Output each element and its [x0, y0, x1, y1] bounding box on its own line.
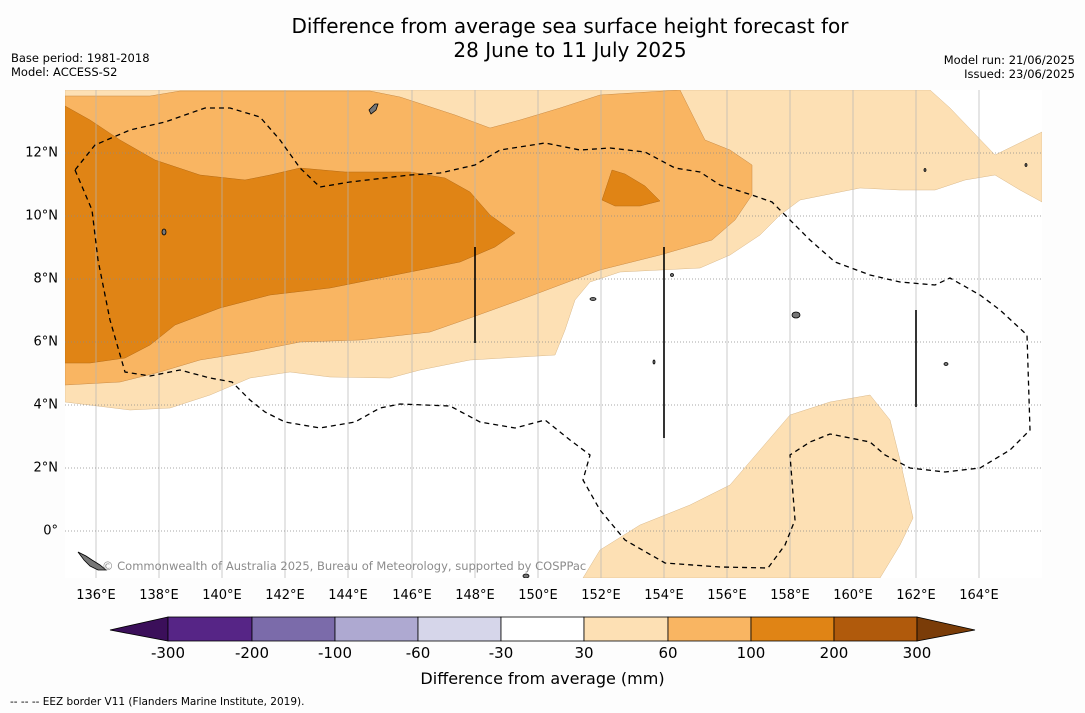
lon-label: 148°E	[455, 588, 495, 603]
lon-label: 146°E	[392, 588, 432, 603]
colorbar	[109, 616, 976, 642]
copyright-credit: © Commonwealth of Australia 2025, Bureau…	[102, 559, 587, 573]
lat-label: 8°N	[33, 271, 59, 287]
colorbar-bin-2	[251, 616, 336, 642]
title-line-2: 28 June to 11 July 2025	[453, 38, 687, 62]
lon-label: 156°E	[707, 588, 747, 603]
lon-label: 152°E	[581, 588, 621, 603]
meta-right: Model run: 21/06/2025 Issued: 23/06/2025	[944, 53, 1075, 81]
anomaly-100-200	[65, 105, 516, 364]
anomaly-30-60-south	[582, 394, 914, 578]
lon-label: 158°E	[770, 588, 810, 603]
eez-border	[74, 107, 1031, 569]
colorbar-bin-5	[500, 616, 585, 642]
lon-label: 162°E	[896, 588, 936, 603]
meta-left: Base period: 1981-2018 Model: ACCESS-S2	[11, 51, 150, 79]
lon-label: 144°E	[328, 588, 368, 603]
lon-label: 140°E	[202, 588, 242, 603]
lat-label: 12°N	[25, 145, 58, 161]
colorbar-tick: -300	[150, 644, 186, 662]
islands	[77, 103, 1028, 578]
title-line-1: Difference from average sea surface heig…	[291, 14, 849, 38]
anomaly-100-200-island	[601, 169, 661, 207]
colorbar-bin-6	[583, 616, 669, 642]
colorbar-tick: -30	[488, 644, 514, 662]
colorbar-bin-7	[667, 616, 752, 642]
lat-label: 6°N	[33, 334, 59, 350]
colorbar-tick: -100	[317, 644, 353, 662]
colorbar-tick: 100	[736, 644, 766, 662]
colorbar-extend-right	[916, 616, 976, 642]
colorbar-tick: -200	[234, 644, 270, 662]
colorbar-bin-8	[750, 616, 835, 642]
lat-label: 2°N	[33, 460, 59, 476]
colorbar-bin-4	[417, 616, 502, 642]
colorbar-tick: 60	[658, 644, 678, 662]
boundary-lines	[474, 247, 917, 438]
base-period: Base period: 1981-2018	[11, 51, 150, 65]
model-name: Model: ACCESS-S2	[11, 65, 118, 79]
colorbar-bin-9	[833, 616, 918, 642]
issued-date: Issued: 23/06/2025	[964, 67, 1075, 81]
colorbar-extend-left	[109, 616, 169, 642]
map-title: Difference from average sea surface heig…	[0, 14, 1085, 62]
colorbar-tick: 300	[902, 644, 932, 662]
colorbar-bin-1	[167, 616, 253, 642]
colorbar-bin-3	[334, 616, 419, 642]
lon-label: 154°E	[644, 588, 684, 603]
lon-label: 160°E	[833, 588, 873, 603]
lon-label: 142°E	[265, 588, 305, 603]
lon-label: 138°E	[139, 588, 179, 603]
lat-label: 0°	[43, 523, 58, 539]
model-run: Model run: 21/06/2025	[943, 53, 1075, 67]
colorbar-tick: 200	[819, 644, 849, 662]
lon-label: 150°E	[518, 588, 558, 603]
lat-label: 10°N	[25, 208, 58, 224]
colorbar-tick: -60	[405, 644, 431, 662]
map-field	[65, 90, 1042, 578]
colorbar-label: Difference from average (mm)	[420, 669, 665, 688]
eez-legend-footer: -- -- -- EEZ border V11 (Flanders Marine…	[10, 696, 305, 708]
colorbar-tick: 30	[574, 644, 594, 662]
graticule-latitude	[65, 152, 1042, 532]
lat-label: 4°N	[33, 397, 59, 413]
lon-label: 136°E	[76, 588, 116, 603]
lon-label: 164°E	[959, 588, 999, 603]
